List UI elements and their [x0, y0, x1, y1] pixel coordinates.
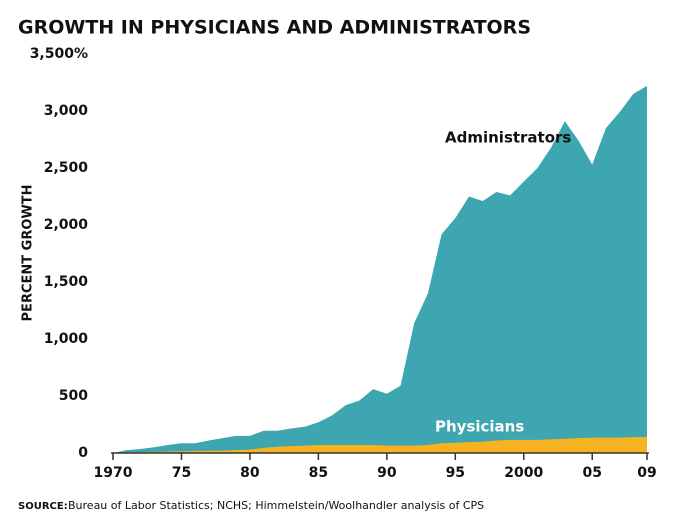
y-tick-label: 1,500	[44, 274, 89, 290]
y-tick-label: 2,500	[44, 160, 89, 176]
x-tick-label: 75	[172, 465, 191, 481]
series-label: Administrators	[445, 129, 571, 147]
x-tick-label: 09	[637, 465, 656, 481]
chart-title: GROWTH IN PHYSICIANS AND ADMINISTRATORS	[18, 17, 531, 39]
x-tick-label: 80	[240, 465, 260, 481]
x-tick-label: 1970	[94, 465, 133, 481]
y-tick-label: 2,000	[44, 217, 89, 233]
source-label: SOURCE:	[18, 501, 68, 512]
x-tick-label: 95	[446, 465, 465, 481]
y-tick-label: 1,000	[44, 331, 89, 347]
y-tick-label: 3,500%	[30, 46, 88, 62]
source-text: Bureau of Labor Statistics; NCHS; Himmel…	[68, 499, 484, 512]
y-tick-label: 0	[78, 445, 88, 461]
y-axis-label: PERCENT GROWTH	[21, 185, 36, 322]
x-tick-label: 05	[582, 465, 601, 481]
x-tick-label: 85	[309, 465, 328, 481]
series-label: Physicians	[435, 418, 524, 436]
y-tick-label: 3,000	[44, 103, 89, 119]
x-tick-label: 90	[377, 465, 397, 481]
area	[113, 437, 647, 453]
area	[113, 85, 647, 454]
x-tick-label: 2000	[504, 465, 543, 481]
y-tick-label: 500	[59, 388, 88, 404]
